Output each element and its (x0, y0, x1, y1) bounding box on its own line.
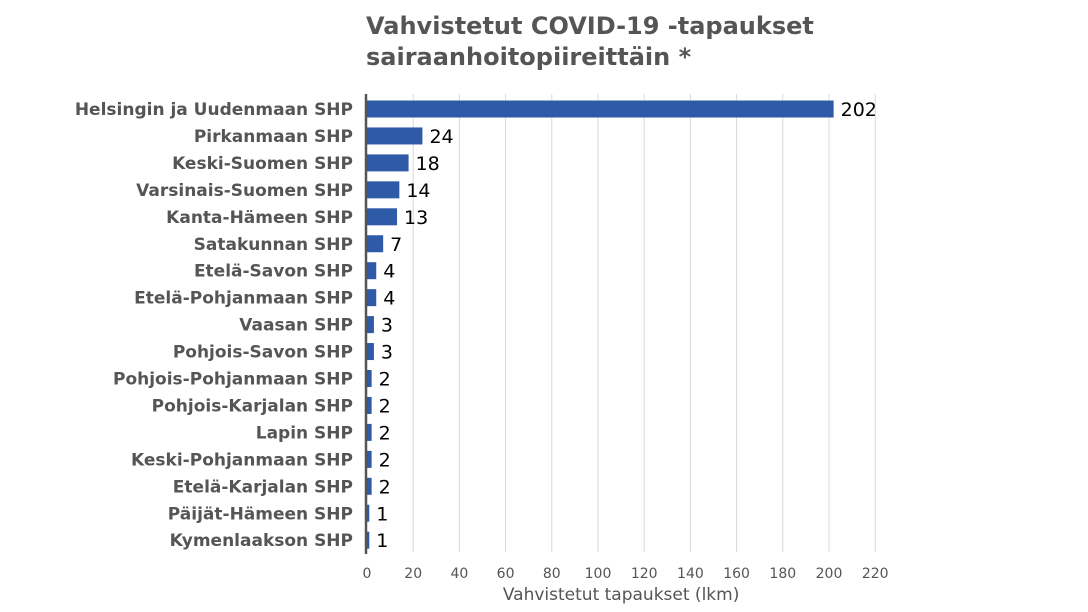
x-tick-label: 20 (404, 566, 422, 582)
bar (367, 423, 372, 441)
value-label: 18 (416, 153, 440, 175)
bar (367, 504, 370, 522)
value-label: 3 (381, 342, 393, 364)
value-label: 1 (376, 530, 388, 552)
chart-title-line-2: sairaanhoitopiireittäin * (366, 43, 692, 71)
bar (367, 396, 372, 414)
bar (367, 450, 372, 468)
bar (367, 370, 372, 387)
x-tick-label: 100 (585, 566, 612, 582)
x-tick-label: 0 (363, 566, 372, 582)
value-label: 2 (379, 476, 391, 498)
value-label: 202 (841, 99, 877, 121)
value-label: 3 (381, 315, 393, 337)
bar (367, 262, 377, 280)
x-tick-label: 60 (497, 566, 515, 582)
category-label: Lapin SHP (256, 423, 353, 443)
x-tick-label: 40 (450, 566, 468, 582)
x-axis-title: Vahvistetut tapaukset (lkm) (503, 585, 739, 605)
bar (367, 477, 372, 495)
value-label: 7 (390, 234, 402, 256)
category-label: Etelä-Savon SHP (194, 262, 353, 282)
value-label: 13 (404, 207, 428, 229)
value-label: 2 (379, 369, 391, 391)
category-label: Varsinais-Suomen SHP (136, 181, 353, 201)
value-label: 4 (383, 261, 395, 283)
bar (367, 127, 423, 145)
category-label: Pohjois-Karjalan SHP (152, 396, 353, 416)
bar (367, 208, 398, 226)
bar (367, 235, 384, 253)
bar (367, 100, 834, 118)
bar (367, 531, 370, 549)
category-label: Pohjois-Pohjanmaan SHP (113, 370, 353, 390)
value-label: 14 (406, 180, 430, 202)
value-label: 24 (429, 126, 453, 148)
x-tick-label: 200 (816, 566, 843, 582)
category-label: Etelä-Pohjanmaan SHP (134, 289, 353, 309)
bar (367, 181, 400, 199)
category-label: Kymenlaakson SHP (170, 531, 353, 551)
value-label: 2 (379, 395, 391, 417)
x-tick-label: 180 (769, 566, 796, 582)
bar (367, 154, 409, 172)
category-label: Kanta-Hämeen SHP (166, 208, 353, 228)
chart-title-line-1: Vahvistetut COVID-19 -tapaukset (366, 12, 814, 40)
category-label: Keski-Pohjanmaan SHP (131, 450, 353, 470)
category-label: Päijät-Hämeen SHP (168, 504, 353, 524)
category-label: Pohjois-Savon SHP (173, 343, 353, 363)
category-label: Vaasan SHP (239, 316, 353, 336)
category-label: Helsingin ja Uudenmaan SHP (75, 100, 353, 120)
x-tick-label: 220 (862, 566, 889, 582)
x-tick-label: 160 (723, 566, 750, 582)
category-label: Keski-Suomen SHP (172, 154, 353, 174)
value-label: 4 (383, 288, 395, 310)
bar (367, 343, 374, 361)
bar (367, 289, 377, 307)
category-label: Satakunnan SHP (194, 235, 353, 255)
value-label: 1 (376, 503, 388, 525)
category-label: Pirkanmaan SHP (194, 127, 353, 147)
bar (367, 316, 374, 334)
value-label: 2 (379, 422, 391, 444)
x-tick-label: 80 (543, 566, 561, 582)
x-tick-label: 140 (677, 566, 704, 582)
x-tick-label: 120 (631, 566, 658, 582)
category-label: Etelä-Karjalan SHP (173, 477, 353, 497)
value-label: 2 (379, 449, 391, 471)
